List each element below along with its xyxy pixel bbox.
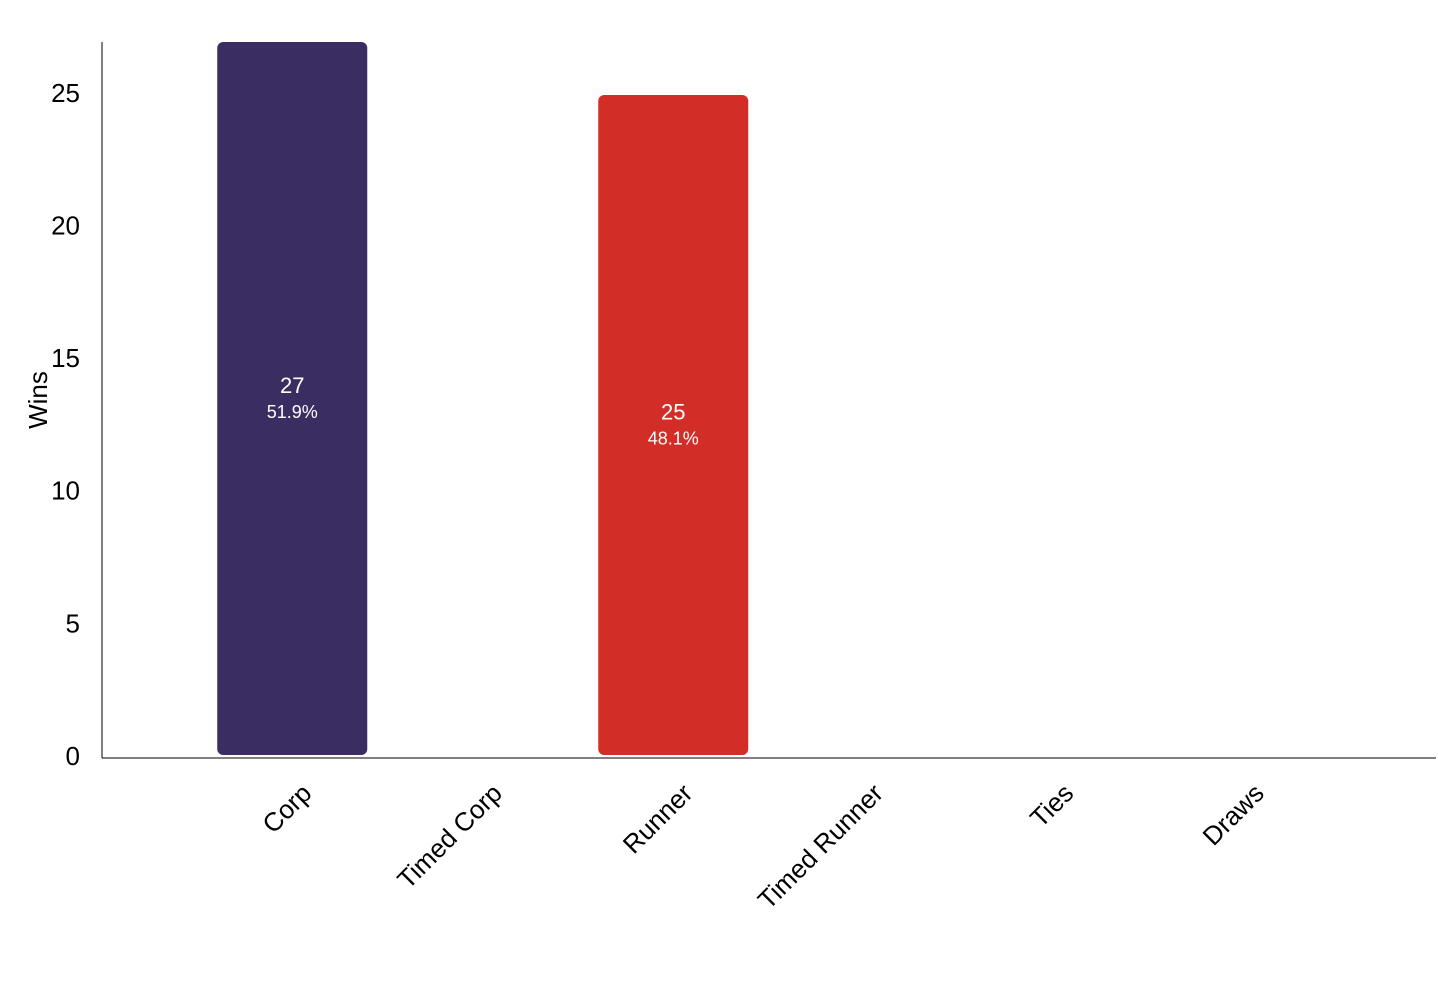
bar — [217, 42, 368, 755]
percent-label: 48.1% — [648, 428, 699, 448]
y-axis-label: Wins — [23, 371, 53, 429]
x-tick-label: Timed Runner — [752, 778, 889, 915]
x-tick-label: Timed Corp — [391, 778, 508, 895]
value-label: 27 — [280, 373, 304, 398]
x-tick-label: Ties — [1024, 778, 1079, 833]
x-tick-label: Corp — [256, 778, 317, 839]
y-tick-label: 5 — [66, 608, 80, 638]
value-label: 25 — [661, 399, 685, 424]
y-tick-label: 0 — [66, 741, 80, 771]
x-tick-label: Draws — [1197, 778, 1270, 851]
y-tick-label: 10 — [51, 476, 80, 506]
x-tick-label: Runner — [617, 778, 699, 860]
bar — [598, 95, 749, 755]
y-tick-label: 20 — [51, 211, 80, 241]
y-tick-label: 25 — [51, 78, 80, 108]
percent-label: 51.9% — [267, 402, 318, 422]
y-tick-label: 15 — [51, 343, 80, 373]
